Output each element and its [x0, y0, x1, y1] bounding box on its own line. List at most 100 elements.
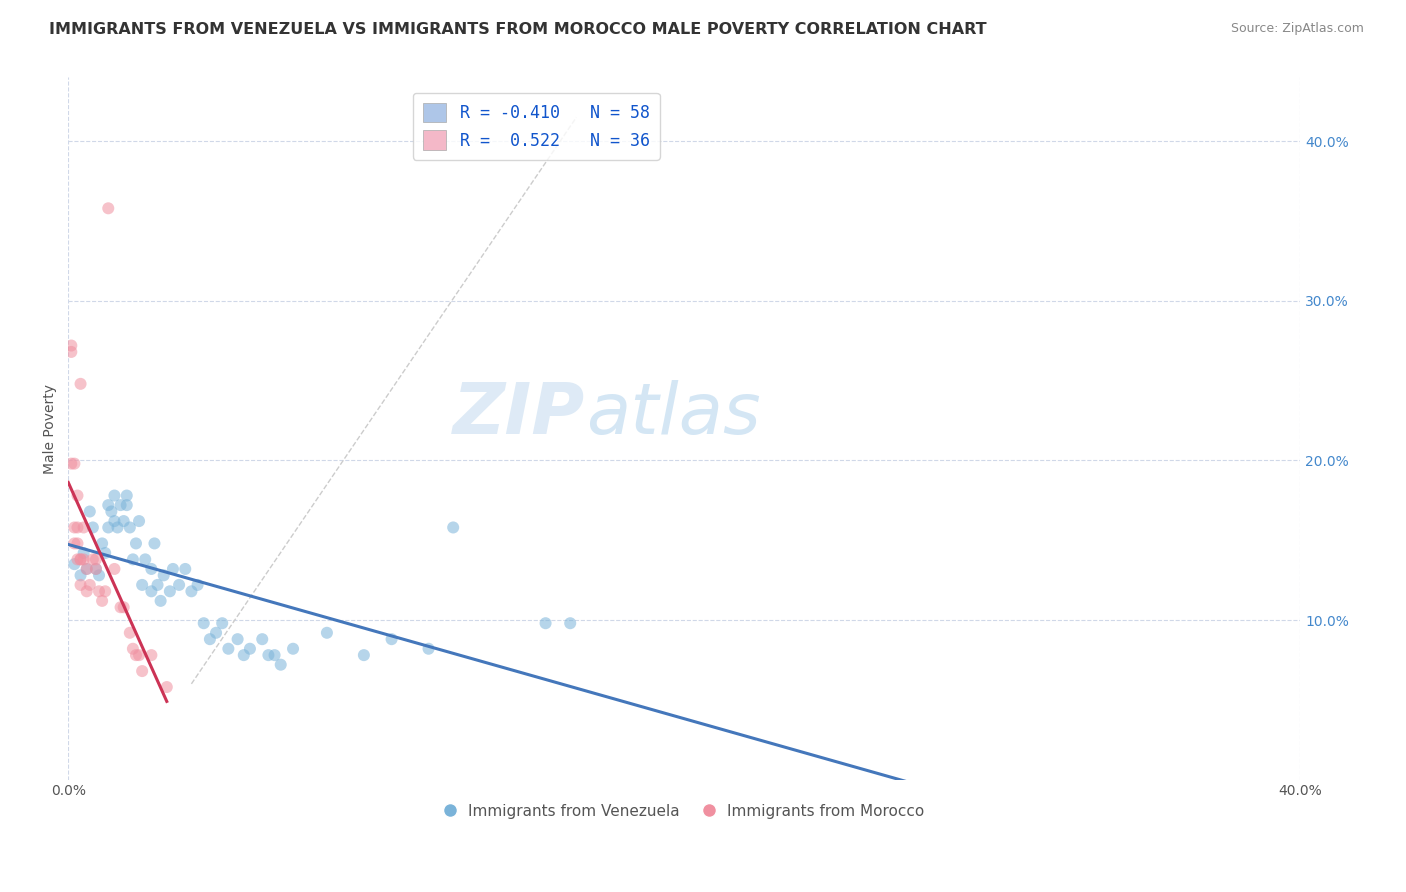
Point: [72, 546, 94, 560]
Point: [94, 584, 117, 599]
Point: [381, 632, 404, 647]
Point: [84, 552, 107, 566]
Point: [187, 578, 209, 592]
Point: [66, 536, 89, 550]
Point: [63, 520, 86, 534]
Point: [128, 648, 150, 662]
Point: [97, 520, 120, 534]
Point: [134, 552, 156, 566]
Point: [239, 641, 262, 656]
Point: [91, 536, 114, 550]
Point: [149, 594, 172, 608]
Point: [193, 616, 215, 631]
Point: [69, 552, 91, 566]
Point: [198, 632, 221, 647]
Point: [125, 648, 148, 662]
Point: [76, 562, 98, 576]
Point: [112, 514, 135, 528]
Point: [66, 552, 89, 566]
Point: [79, 504, 101, 518]
Point: [226, 632, 249, 647]
Point: [72, 520, 94, 534]
Legend: Immigrants from Venezuela, Immigrants from Morocco: Immigrants from Venezuela, Immigrants fr…: [437, 797, 931, 824]
Text: IMMIGRANTS FROM VENEZUELA VS IMMIGRANTS FROM MOROCCO MALE POVERTY CORRELATION CH: IMMIGRANTS FROM VENEZUELA VS IMMIGRANTS …: [49, 22, 987, 37]
Point: [82, 520, 104, 534]
Point: [115, 498, 138, 512]
Point: [115, 489, 138, 503]
Point: [174, 562, 197, 576]
Point: [91, 594, 114, 608]
Point: [103, 514, 125, 528]
Point: [69, 578, 91, 592]
Point: [66, 520, 89, 534]
Point: [60, 338, 83, 352]
Point: [69, 568, 91, 582]
Point: [94, 546, 117, 560]
Point: [316, 625, 339, 640]
Point: [180, 584, 202, 599]
Point: [143, 536, 166, 550]
Point: [353, 648, 375, 662]
Point: [252, 632, 274, 647]
Text: Source: ZipAtlas.com: Source: ZipAtlas.com: [1230, 22, 1364, 36]
Point: [128, 514, 150, 528]
Point: [97, 202, 120, 216]
Point: [211, 616, 233, 631]
Text: atlas: atlas: [586, 380, 761, 449]
Point: [122, 641, 145, 656]
Point: [60, 457, 83, 471]
Point: [141, 584, 163, 599]
Point: [69, 376, 91, 391]
Point: [141, 648, 163, 662]
Point: [118, 625, 141, 640]
Point: [441, 520, 464, 534]
Point: [156, 680, 179, 694]
Point: [100, 504, 122, 518]
Point: [125, 536, 148, 550]
Point: [103, 489, 125, 503]
Point: [131, 578, 153, 592]
Point: [232, 648, 254, 662]
Point: [79, 578, 101, 592]
Y-axis label: Male Poverty: Male Poverty: [44, 384, 58, 474]
Point: [217, 641, 239, 656]
Point: [146, 578, 169, 592]
Point: [66, 489, 89, 503]
Point: [159, 584, 181, 599]
Point: [141, 562, 163, 576]
Point: [82, 552, 104, 566]
Point: [84, 562, 107, 576]
Point: [69, 552, 91, 566]
Point: [205, 625, 228, 640]
Text: ZIP: ZIP: [453, 380, 586, 449]
Point: [263, 648, 285, 662]
Point: [257, 648, 280, 662]
Point: [87, 584, 110, 599]
Point: [63, 457, 86, 471]
Point: [167, 578, 190, 592]
Point: [97, 498, 120, 512]
Point: [63, 536, 86, 550]
Point: [110, 600, 132, 615]
Point: [107, 520, 129, 534]
Point: [87, 568, 110, 582]
Point: [110, 498, 132, 512]
Point: [103, 562, 125, 576]
Point: [560, 616, 582, 631]
Point: [118, 520, 141, 534]
Point: [534, 616, 557, 631]
Point: [122, 552, 145, 566]
Point: [63, 557, 86, 571]
Point: [270, 657, 292, 672]
Point: [72, 552, 94, 566]
Point: [418, 641, 440, 656]
Point: [152, 568, 174, 582]
Point: [162, 562, 184, 576]
Point: [76, 562, 98, 576]
Point: [84, 562, 107, 576]
Point: [76, 584, 98, 599]
Point: [281, 641, 304, 656]
Point: [131, 664, 153, 678]
Point: [60, 345, 83, 359]
Point: [112, 600, 135, 615]
